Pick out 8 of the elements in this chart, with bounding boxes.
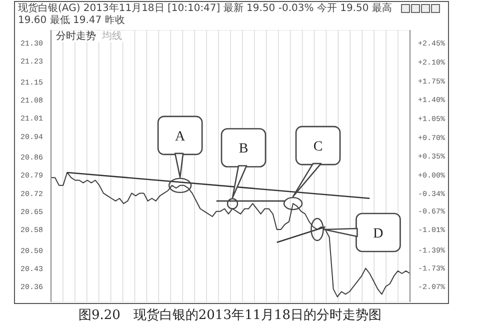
annotation: A	[175, 129, 186, 144]
annotation: B	[238, 142, 248, 157]
annotation: 均线	[102, 31, 122, 42]
chart-subtitle: 分时走势	[56, 31, 96, 42]
annotation: D	[373, 226, 384, 242]
chart-title: 现货白银(AG) 2013年11月18日 [10:10:47] 最新 19.50 -0.03% 今开 19.50 最高 19.60 最低 19.47 昨收	[18, 3, 393, 27]
caption: 图9.20 现货白银的2013年11月18日的分时走势图	[77, 308, 383, 324]
annotation: C	[313, 140, 323, 155]
